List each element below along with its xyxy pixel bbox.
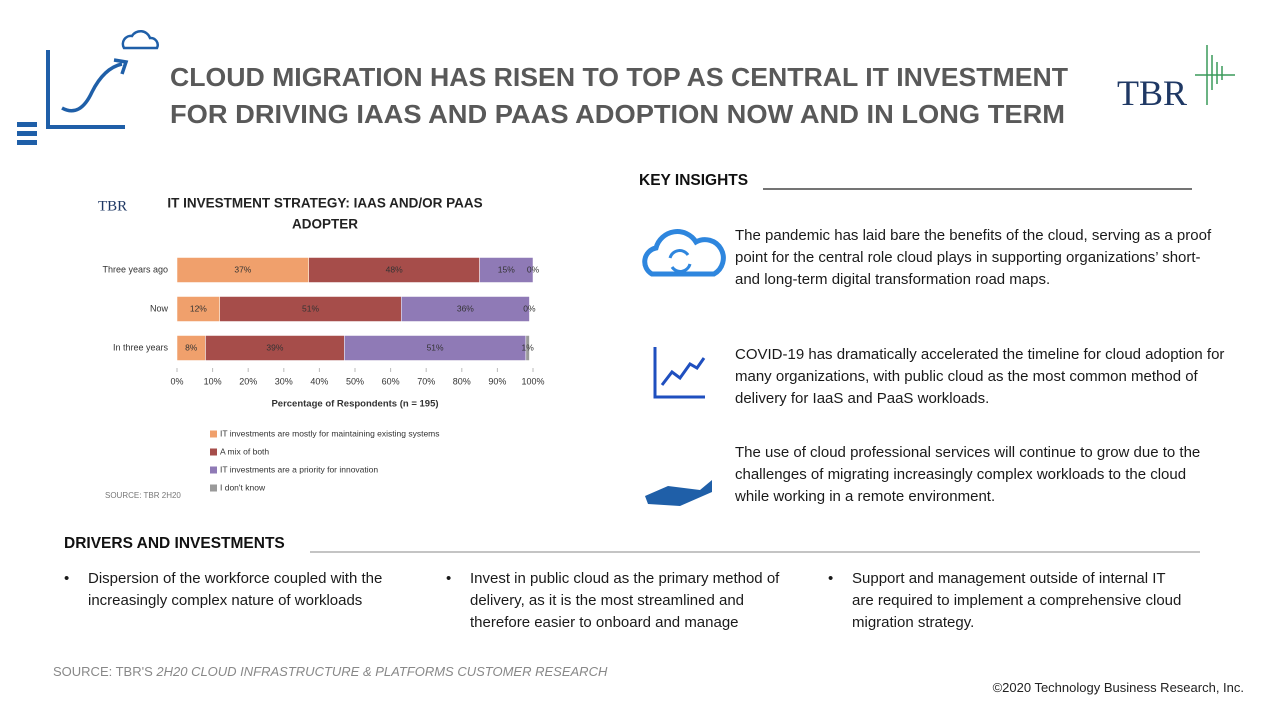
x-tick-label: 70% [417,376,435,386]
category-label: Three years ago [102,264,168,274]
insight-text: The use of cloud professional services w… [735,444,1201,505]
data-label: 37% [234,264,251,274]
data-label: 48% [386,264,403,274]
category-label: In three years [113,342,169,352]
data-label: 51% [427,342,444,352]
source-text: SOURCE: TBR'S [53,664,157,679]
chart: TBR IT INVESTMENT STRATEGY: IAAS AND/OR … [98,196,545,501]
chart-title: ADOPTER [292,217,358,232]
driver-item: Dispersion of the workforce coupled with… [64,568,418,612]
x-tick-label: 30% [275,376,293,386]
legend-label: A mix of both [220,446,269,456]
bar-segment [176,296,220,322]
bar-segment [479,257,534,283]
legend-label: IT investments are mostly for maintainin… [220,428,440,438]
logo-mark [1195,45,1235,105]
section-heading: DRIVERS AND INVESTMENTS [64,535,285,552]
footer-source: SOURCE: TBR'S 2H20 CLOUD INFRASTRUCTURE … [53,664,607,679]
cloud-icon [642,229,726,277]
x-tick-label: 80% [453,376,471,386]
legend-swatch [210,430,217,438]
bar-segment [176,335,206,361]
driver-item: Invest in public cloud as the primary me… [446,568,800,634]
data-label: 39% [266,342,283,352]
data-label: 36% [457,303,474,313]
data-label: 15% [498,264,515,274]
x-tick-label: 50% [346,376,364,386]
title-line: CLOUD MIGRATION HAS RISEN TO TOP AS CENT… [170,62,1068,92]
bar-segment [308,257,480,283]
bar-segment [525,335,530,361]
data-label: 0% [527,264,540,274]
legend-swatch [210,466,217,474]
chart-source: SOURCE: TBR 2H20 [105,491,181,500]
x-tick-label: 100% [521,376,544,386]
data-label: 51% [302,303,319,313]
data-label: 1% [522,342,535,352]
header-icon [17,29,159,145]
category-label: Now [150,303,169,313]
chart-title: IT INVESTMENT STRATEGY: IAAS AND/OR PAAS [167,196,482,211]
hand-icon [645,480,712,506]
bar-segment [344,335,527,361]
x-tick-label: 10% [204,376,222,386]
bar-segment [219,296,402,322]
data-label: 8% [185,342,198,352]
legend-swatch [210,484,217,492]
data-label: 12% [190,303,207,313]
title-line: FOR DRIVING IAAS AND PAAS ADOPTION NOW A… [170,99,1065,129]
x-tick-label: 0% [170,376,183,386]
bar-segment [401,296,530,322]
legend-swatch [210,448,217,456]
chart-logo: TBR [98,198,127,214]
logo: TBR [1117,73,1187,113]
legend-label: I don't know [220,482,266,492]
source-text: 2H20 CLOUD INFRASTRUCTURE & PLATFORMS CU… [156,664,608,679]
insight-text: COVID-19 has dramatically accelerated th… [735,346,1225,407]
growth-icon [653,347,706,399]
x-axis-label: Percentage of Respondents (n = 195) [271,399,438,410]
insight-text: The pandemic has laid bare the benefits … [735,227,1212,288]
copyright: ©2020 Technology Business Research, Inc. [992,680,1244,695]
data-label: 0% [523,303,536,313]
legend-label: IT investments are a priority for innova… [220,464,378,474]
section-heading: KEY INSIGHTS [639,172,749,189]
driver-item: Support and management outside of intern… [828,568,1182,634]
x-tick-label: 90% [488,376,506,386]
x-tick-label: 60% [382,376,400,386]
x-tick-label: 40% [310,376,328,386]
x-tick-label: 20% [239,376,257,386]
